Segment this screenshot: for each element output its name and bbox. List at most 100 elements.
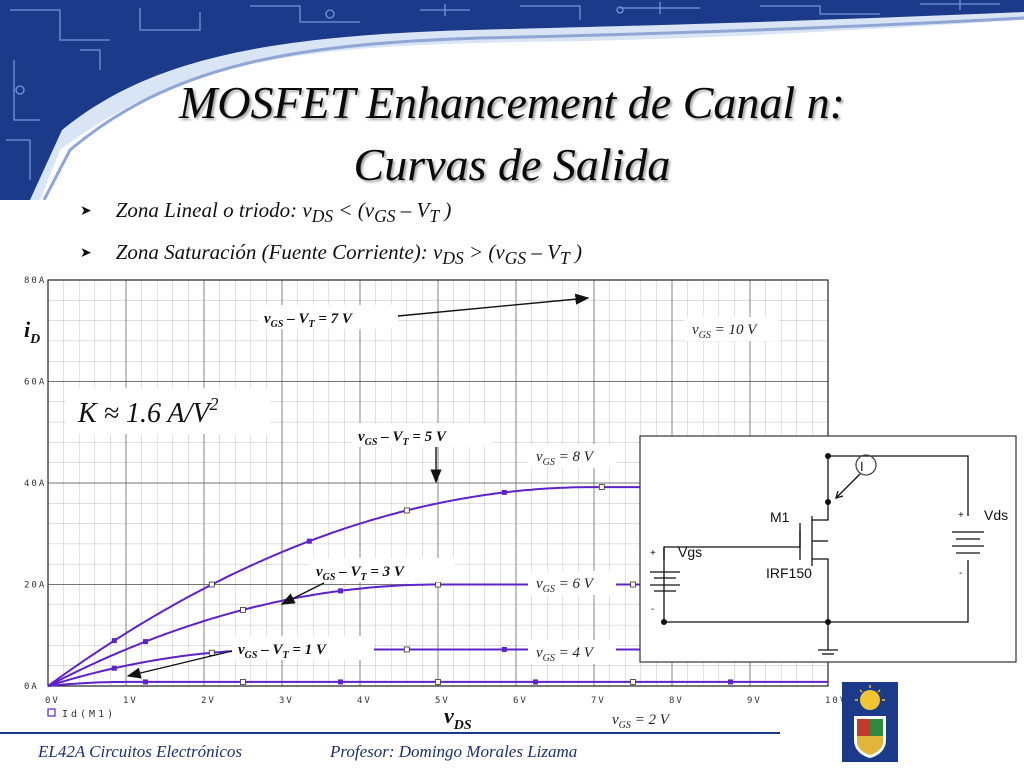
y-tick-label: 80A bbox=[24, 276, 46, 286]
bullet-text: > (v bbox=[463, 240, 505, 264]
vgs-labels: vGS = 10 V vGS = 8 V vGS = 6 V vGS = 4 V… bbox=[528, 317, 779, 730]
output-curves-chart: 0V 1V 2V 3V 4V 5V 6V 7V 8V 9V 10V 0A 20A 40A 60A 80A Id… bbox=[24, 276, 1017, 730]
banner-circuit-pattern bbox=[6, 0, 1000, 180]
callout-vov-5: vGS – VT = 5 V bbox=[358, 429, 448, 448]
banner-dark-shape bbox=[0, 0, 1024, 200]
source-vgs-label: Vgs bbox=[678, 544, 702, 560]
y-tick-label: 0A bbox=[24, 682, 39, 692]
legend-label: Id(M1) bbox=[62, 709, 116, 720]
bullet-arrow-icon: ➤ bbox=[80, 204, 92, 219]
callout-vov-7: vGS – VT = 7 V bbox=[264, 311, 354, 330]
transistor-name: M1 bbox=[770, 509, 790, 525]
probe-label: I bbox=[860, 459, 864, 474]
x-tick-label: 9V bbox=[747, 696, 762, 706]
y-tick-label: 40A bbox=[24, 479, 46, 489]
bullet-sub: T bbox=[559, 248, 570, 269]
curve-marker bbox=[143, 639, 148, 645]
footer-course: EL42A Circuitos Electrónicos bbox=[38, 742, 242, 761]
x-tick-label: 3V bbox=[279, 696, 294, 706]
x-tick-label: 8V bbox=[669, 696, 684, 706]
y-axis-label: iD bbox=[24, 317, 40, 347]
x-tick-label: 10V bbox=[825, 696, 847, 706]
arrow-vov-3 bbox=[280, 582, 325, 605]
banner-light-shape bbox=[0, 0, 1024, 200]
curve-marker bbox=[728, 679, 733, 685]
callout-vov-1: vGS – VT = 1 V bbox=[238, 642, 328, 661]
vgs-label-6: vGS = 6 V bbox=[536, 576, 595, 595]
vgs-label-2: vGS = 2 V bbox=[612, 712, 671, 730]
curve-marker bbox=[501, 646, 507, 652]
x-tick-label: 7V bbox=[591, 696, 606, 706]
footer-professor: Profesor: Domingo Morales Lizama bbox=[330, 742, 578, 761]
curve-marker bbox=[403, 507, 410, 514]
transistor-part: IRF150 bbox=[766, 565, 812, 581]
x-tick-label: 6V bbox=[513, 696, 528, 706]
bullet-sub: GS bbox=[374, 206, 396, 227]
vgs-label-10: vGS = 10 V bbox=[692, 322, 758, 341]
slide-title-line-1: MOSFET Enhancement de Canal n: bbox=[178, 77, 846, 128]
bullet-sub: GS bbox=[504, 248, 527, 269]
y-tick-label: 20A bbox=[24, 581, 46, 591]
bullet-sub: DS bbox=[442, 248, 464, 269]
callout-arrows bbox=[126, 293, 590, 679]
bullet-linear-zone: ➤ Zona Lineal o triodo: vDS < (vGS – VT ) bbox=[80, 198, 451, 227]
curve-marker bbox=[338, 588, 343, 594]
x-tick-label: 5V bbox=[435, 696, 450, 706]
university-logo bbox=[842, 682, 898, 762]
vds-plus: + bbox=[958, 510, 964, 521]
curve-marker bbox=[403, 646, 410, 653]
curve-marker bbox=[306, 538, 312, 544]
arrow-vov-1 bbox=[126, 650, 233, 679]
curve-marker bbox=[630, 679, 636, 685]
curve-marker bbox=[208, 649, 215, 656]
k-annotation: K ≈ 1.6 A/V2 bbox=[77, 394, 219, 429]
curve-marker bbox=[435, 679, 441, 685]
curve-marker bbox=[111, 665, 117, 671]
overdrive-callouts: vGS – VT = 7 V vGS – VT = 5 V vGS – VT =… bbox=[232, 305, 492, 661]
curve-marker bbox=[338, 679, 343, 685]
circuit-schematic: I M1 IRF150 Vgs Vds + - + - bbox=[639, 435, 1017, 663]
slide-title-line-2: Curvas de Salida bbox=[353, 139, 671, 190]
vgs-minus: - bbox=[651, 604, 654, 615]
curve-marker bbox=[435, 581, 441, 588]
bullet-text: ) bbox=[439, 198, 452, 222]
k-annotation-bg bbox=[66, 388, 270, 434]
source-vds-label: Vds bbox=[984, 507, 1008, 523]
vgs-label-4: vGS = 4 V bbox=[536, 645, 595, 664]
chart-tick-labels: 0V 1V 2V 3V 4V 5V 6V 7V 8V 9V 10V 0A 20A 40A 60A 80A bbox=[24, 276, 847, 706]
curve-marker bbox=[143, 679, 148, 685]
bullet-text: < (v bbox=[333, 198, 375, 222]
vgs-label-8: vGS = 8 V bbox=[536, 449, 595, 468]
vgs-plus: + bbox=[650, 548, 656, 559]
bullet-arrow-icon: ➤ bbox=[80, 246, 92, 261]
curve-marker bbox=[630, 581, 636, 588]
bullet-saturation-zone: ➤ Zona Saturación (Fuente Corriente): vDS… bbox=[80, 240, 582, 269]
curve-marker bbox=[240, 606, 246, 613]
curve-marker bbox=[533, 679, 538, 685]
bullet-text: ) bbox=[569, 240, 582, 264]
curve-marker bbox=[240, 679, 246, 685]
x-axis-label: vDS bbox=[444, 703, 472, 730]
bullet-text: Zona Saturación (Fuente Corriente): v bbox=[115, 240, 443, 264]
x-tick-label: 4V bbox=[357, 696, 372, 706]
x-tick-label: 2V bbox=[201, 696, 216, 706]
banner-curve bbox=[42, 16, 1024, 200]
bullet-text: Zona Lineal o triodo: v bbox=[115, 198, 312, 222]
legend-marker bbox=[47, 708, 56, 717]
arrow-vov-7 bbox=[397, 293, 590, 317]
curve-marker bbox=[208, 581, 215, 588]
footer-band bbox=[0, 732, 780, 734]
curve-marker bbox=[111, 638, 117, 644]
curve-marker bbox=[598, 484, 605, 490]
callout-vov-3: vGS – VT = 3 V bbox=[316, 564, 406, 583]
x-tick-label: 0V bbox=[45, 696, 60, 706]
bullet-sub: T bbox=[429, 206, 440, 227]
bullet-sub: DS bbox=[311, 206, 334, 227]
vds-minus: - bbox=[959, 568, 962, 579]
bullet-text: – V bbox=[526, 240, 560, 264]
bullet-text: – V bbox=[395, 198, 430, 222]
y-tick-label: 60A bbox=[24, 378, 46, 388]
curve-marker bbox=[501, 489, 507, 495]
x-tick-label: 1V bbox=[123, 696, 138, 706]
header-banner bbox=[0, 0, 1024, 200]
